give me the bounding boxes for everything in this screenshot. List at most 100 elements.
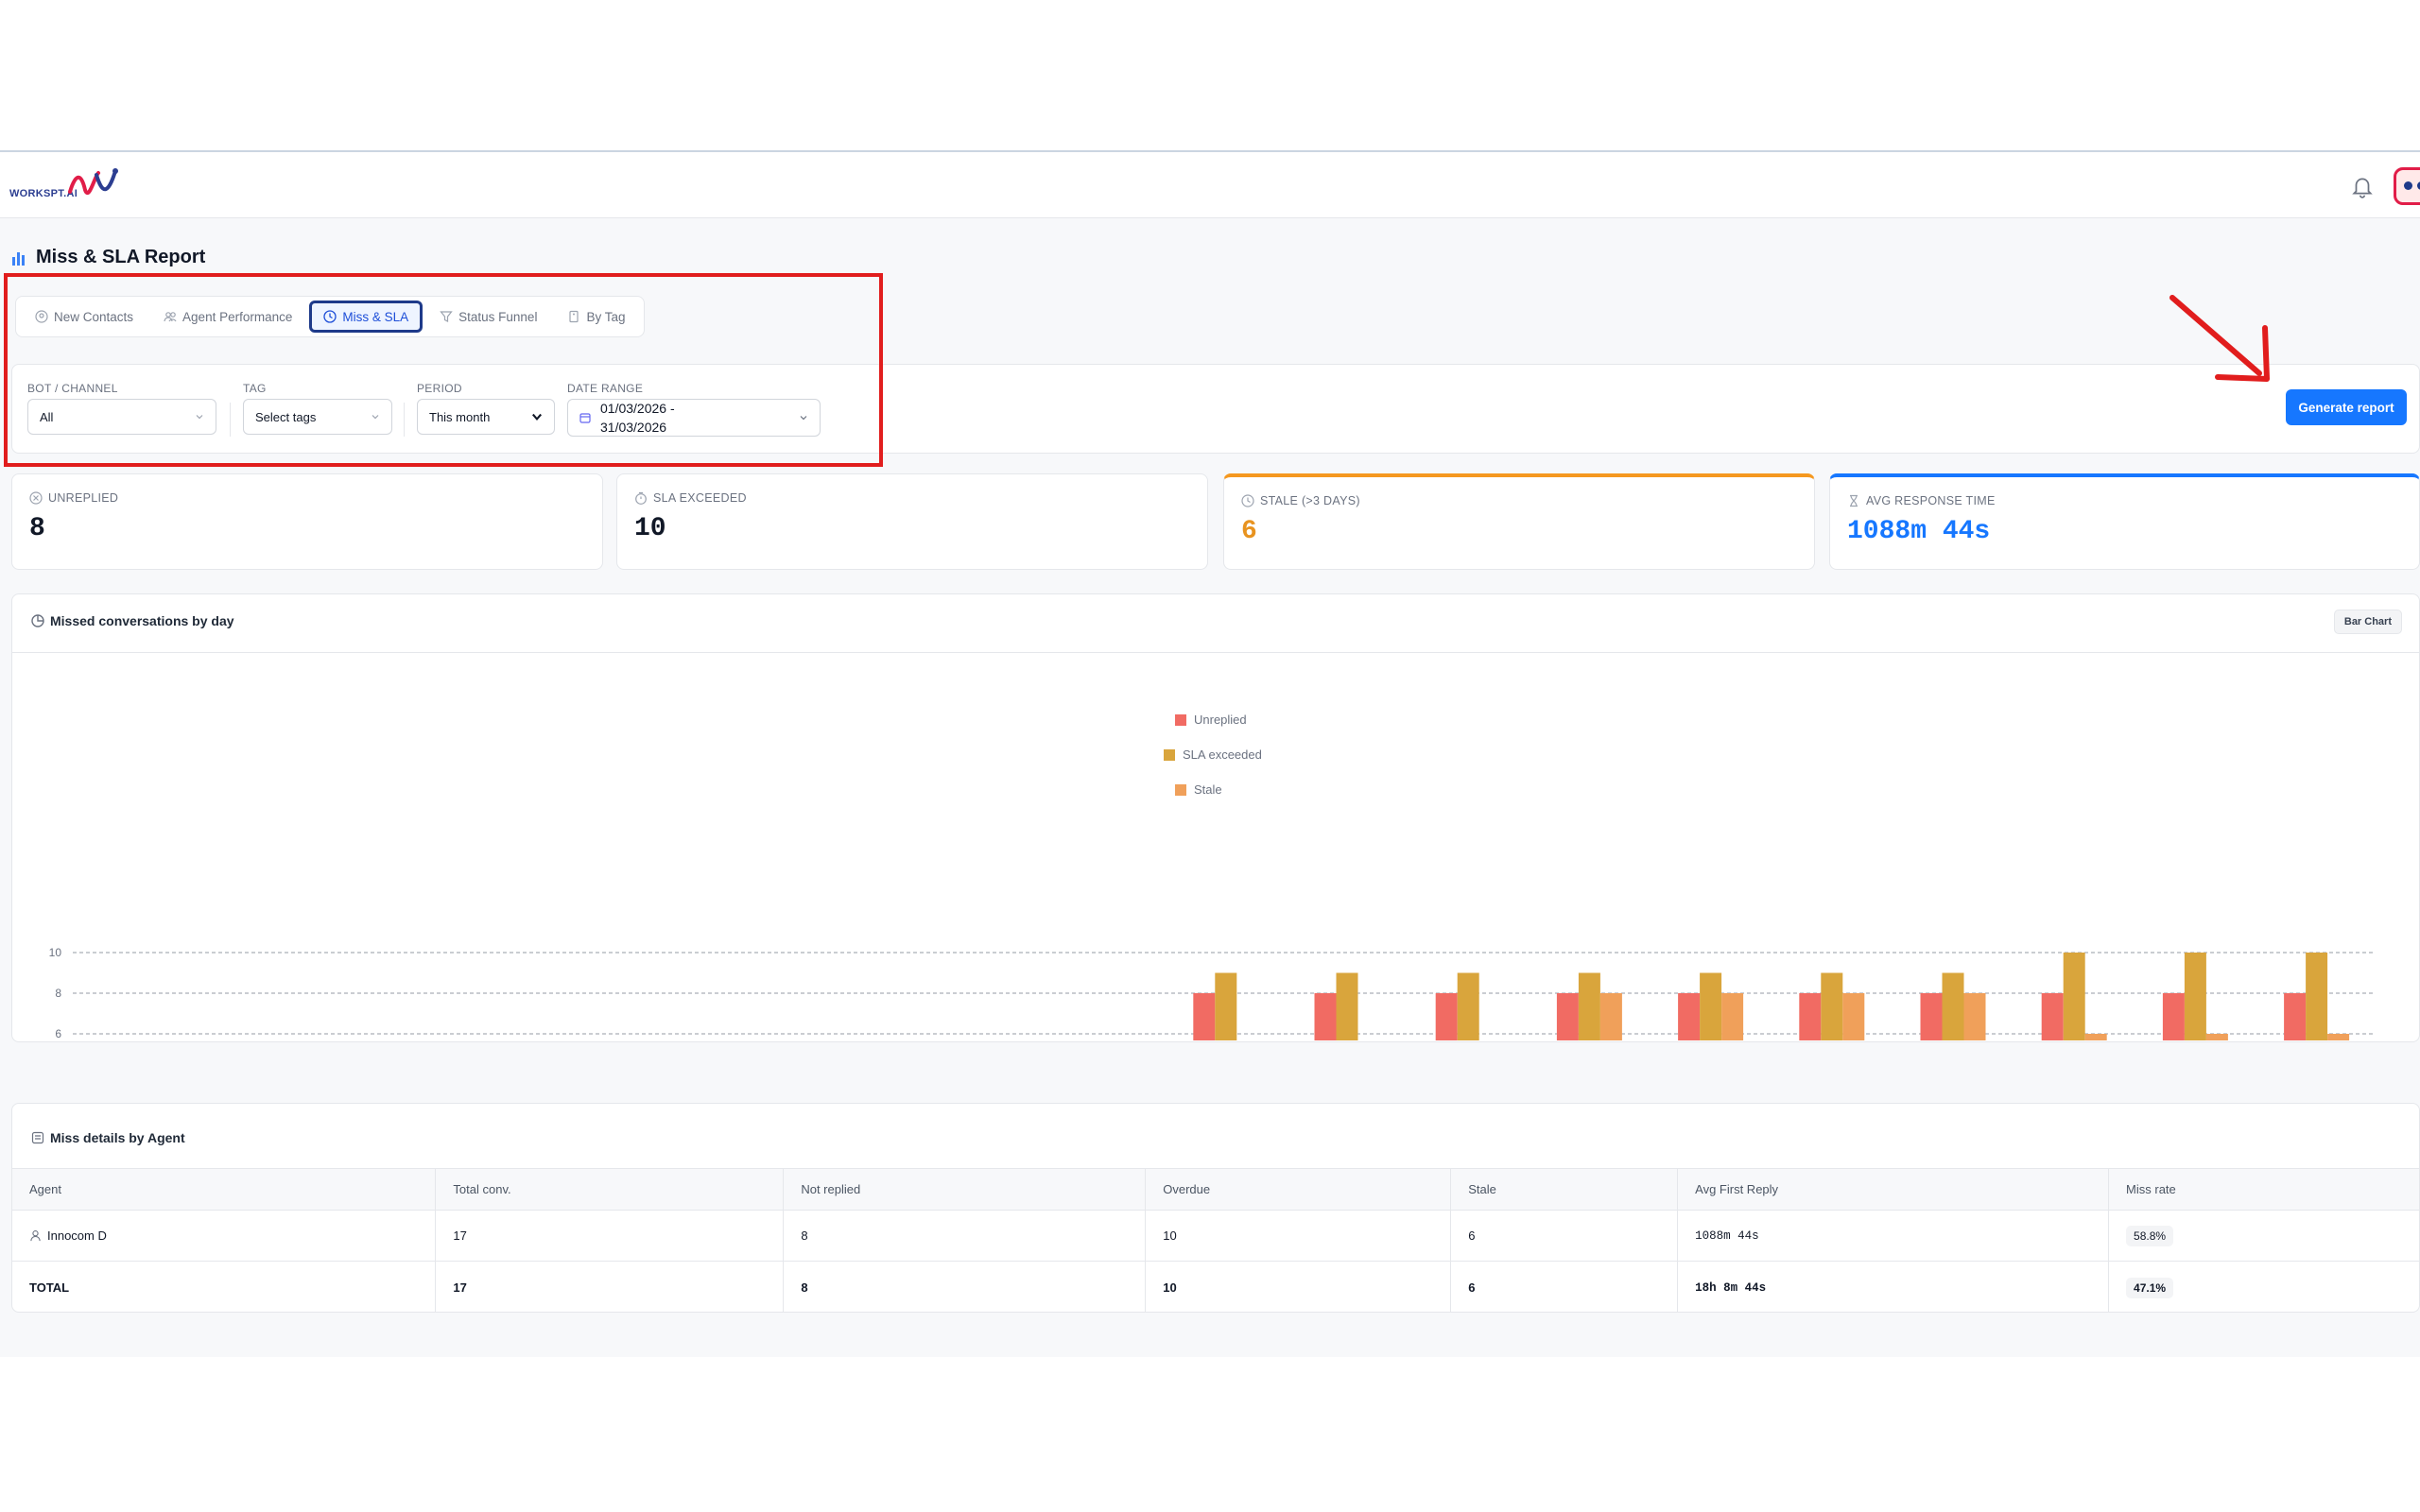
legend-swatch: [1164, 748, 1175, 761]
y-tick-label: 10: [49, 946, 62, 959]
report-tabs: New Contacts Agent Performance Miss & SL…: [15, 296, 646, 337]
bar-sla-exceeded: [1457, 972, 1479, 1040]
total-conv-cell: 17: [435, 1261, 785, 1312]
stale-cell: 6: [1450, 1261, 1679, 1312]
page-title-row: Miss & SLA Report: [11, 247, 205, 268]
tag-label: TAG: [243, 382, 267, 395]
tab-label: Miss & SLA: [342, 309, 409, 324]
hourglass-icon: [1850, 494, 1858, 507]
bot-channel-select[interactable]: All: [27, 399, 216, 435]
column-header[interactable]: Agent: [12, 1168, 437, 1211]
date-range-field: DATE RANGE 01/03/2026 - 31/03/2026: [567, 382, 821, 437]
legend-label: SLA exceeded: [1183, 747, 1262, 762]
column-header[interactable]: Miss rate: [2108, 1168, 2419, 1211]
bar-unreplied: [2162, 993, 2185, 1040]
legend-item-stale[interactable]: Stale: [1175, 772, 1317, 807]
avatar-eye-icon: [2417, 181, 2420, 190]
column-header[interactable]: Not replied: [783, 1168, 1147, 1211]
tab-by-tag[interactable]: By Tag: [554, 301, 638, 333]
table-row[interactable]: Innocom D 17 8 10 6 1088m 44s 58.8%: [12, 1210, 2419, 1262]
tag-field: TAG Select tags: [243, 382, 392, 435]
bar-unreplied: [2041, 993, 2064, 1040]
chevron-down-icon: [372, 415, 379, 420]
miss-details-table: Agent Total conv. Not replied Overdue St…: [12, 1168, 2419, 1312]
agent-cell: Innocom D: [12, 1210, 437, 1262]
kpi-label: STALE (>3 DAYS): [1241, 494, 1797, 507]
tab-status-funnel[interactable]: Status Funnel: [426, 301, 550, 333]
kpi-label: SLA EXCEEDED: [634, 491, 1190, 505]
kpi-label-text: AVG RESPONSE TIME: [1866, 494, 1996, 507]
legend-label: Unreplied: [1194, 713, 1247, 727]
column-header[interactable]: Avg First Reply: [1677, 1168, 2110, 1211]
stale-cell: 6: [1450, 1210, 1679, 1262]
period-label: PERIOD: [417, 382, 462, 395]
chart-legend: Unreplied SLA exceeded Stale: [1164, 702, 1317, 807]
legend-swatch: [1175, 713, 1186, 726]
bar-sla-exceeded: [1578, 972, 1600, 1040]
legend-swatch: [1175, 783, 1186, 796]
bot-channel-label: BOT / CHANNEL: [27, 382, 118, 395]
kpi-label: AVG RESPONSE TIME: [1847, 494, 2402, 507]
tab-new-contacts[interactable]: New Contacts: [22, 301, 147, 333]
period-select[interactable]: This month: [417, 399, 555, 435]
table-header-row: Agent Total conv. Not replied Overdue St…: [12, 1168, 2419, 1211]
bar-sla-exceeded: [1336, 972, 1358, 1040]
table-total-row: TOTAL 17 8 10 6 18h 8m 44s 47.1%: [12, 1261, 2419, 1312]
agent-name: Innocom D: [47, 1228, 107, 1243]
bar-unreplied: [1314, 993, 1337, 1040]
avg-first-reply-cell: 18h 8m 44s: [1677, 1261, 2110, 1312]
bar-stale: [2084, 1034, 2107, 1040]
tag-icon: [569, 310, 579, 323]
chevron-down-icon: [800, 416, 807, 421]
window-divider: [0, 150, 2420, 152]
kpi-label-text: UNREPLIED: [48, 491, 119, 505]
column-header[interactable]: Stale: [1450, 1168, 1679, 1211]
date-range-label: DATE RANGE: [567, 382, 644, 395]
field-divider: [230, 403, 231, 437]
table-card-title: Miss details by Agent: [31, 1130, 185, 1145]
bar-unreplied: [2284, 993, 2307, 1040]
miss-rate-badge: 47.1%: [2126, 1277, 2174, 1298]
bell-icon[interactable]: [2350, 173, 2375, 199]
bar-unreplied: [1193, 993, 1216, 1040]
legend-item-unreplied[interactable]: Unreplied: [1175, 702, 1317, 737]
bar-sla-exceeded: [1942, 972, 1964, 1040]
tab-label: Status Funnel: [458, 309, 538, 324]
bot-channel-value: All: [40, 409, 54, 424]
tab-miss-sla[interactable]: Miss & SLA: [309, 301, 424, 333]
tab-agent-performance[interactable]: Agent Performance: [150, 301, 305, 333]
date-range-picker[interactable]: 01/03/2026 - 31/03/2026: [567, 399, 821, 437]
bar-unreplied: [1435, 993, 1458, 1040]
missed-conversations-chart-card: Missed conversations by day Bar Chart Un…: [11, 593, 2420, 1042]
kpi-label: UNREPLIED: [29, 491, 585, 505]
kpi-value: 1088m 44s: [1847, 517, 1991, 546]
legend-item-sla-exceeded[interactable]: SLA exceeded: [1164, 737, 1317, 772]
generate-report-button[interactable]: Generate report: [2286, 389, 2407, 425]
chart-card-title: Missed conversations by day: [31, 613, 234, 628]
tag-placeholder: Select tags: [255, 409, 317, 424]
chart-type-button[interactable]: Bar Chart: [2333, 610, 2402, 634]
user-icon: [30, 1230, 41, 1242]
column-header[interactable]: Total conv.: [435, 1168, 785, 1211]
app-logo[interactable]: WORKSPT.AI: [9, 167, 118, 205]
kpi-value: 10: [634, 514, 666, 543]
bar-stale: [1842, 993, 1865, 1040]
bar-stale: [2205, 1034, 2228, 1040]
bar-unreplied: [1799, 993, 1822, 1040]
bar-sla-exceeded: [2063, 953, 2085, 1040]
bar-stale: [1963, 993, 1986, 1040]
report-page: WORKSPT.AI Miss & SLA Report New Contac: [0, 152, 2420, 1357]
bar-sla-exceeded: [1821, 972, 1843, 1040]
column-header[interactable]: Overdue: [1145, 1168, 1452, 1211]
miss-rate-cell: 47.1%: [2108, 1261, 2419, 1312]
user-avatar[interactable]: [2394, 167, 2420, 205]
tag-select[interactable]: Select tags: [243, 399, 392, 435]
bar-sla-exceeded: [1215, 972, 1237, 1040]
chart-card-header: Missed conversations by day Bar Chart: [12, 594, 2419, 653]
bar-sla-exceeded: [1700, 972, 1722, 1040]
logo-text: WORKSPT.AI: [9, 188, 78, 199]
date-range-start: 01/03/2026 -: [600, 401, 675, 416]
bar-unreplied: [1678, 993, 1701, 1040]
table-title-text: Miss details by Agent: [50, 1130, 185, 1145]
miss-rate-cell: 58.8%: [2108, 1210, 2419, 1262]
